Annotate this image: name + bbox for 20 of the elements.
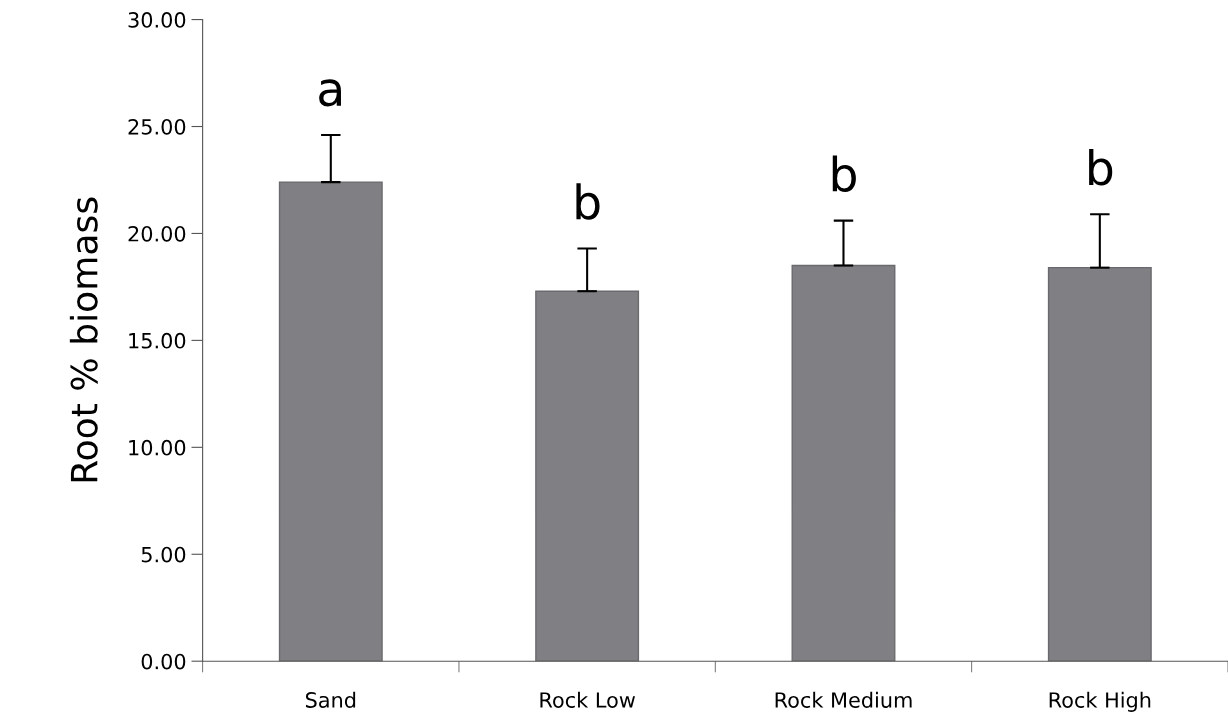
annotation: b	[832, 155, 856, 193]
y-tick-label: 15.00	[129, 332, 186, 349]
bar	[791, 264, 896, 662]
y-tick-label: 30.00	[128, 12, 186, 28]
x-tick-label: Rock Low	[540, 691, 635, 708]
y-tick-label: 5.00	[141, 546, 186, 563]
annotation: a	[319, 79, 341, 107]
y-tick-label: 10.00	[129, 439, 186, 456]
bar	[1047, 266, 1152, 662]
y-tick-label: 20.00	[128, 225, 186, 242]
y-axis-title: Root % biomass	[69, 197, 98, 482]
y-tick-label: 0.00	[141, 653, 186, 670]
bar	[278, 181, 383, 662]
x-tick-label: Sand	[305, 691, 356, 708]
x-tick-label: Rock Medium	[775, 691, 912, 708]
annotation: b	[1089, 149, 1113, 186]
x-tick-label: Rock High	[1049, 691, 1151, 712]
annotation: b	[576, 183, 600, 220]
y-tick-label: 25.00	[128, 118, 186, 135]
bar	[535, 290, 640, 662]
